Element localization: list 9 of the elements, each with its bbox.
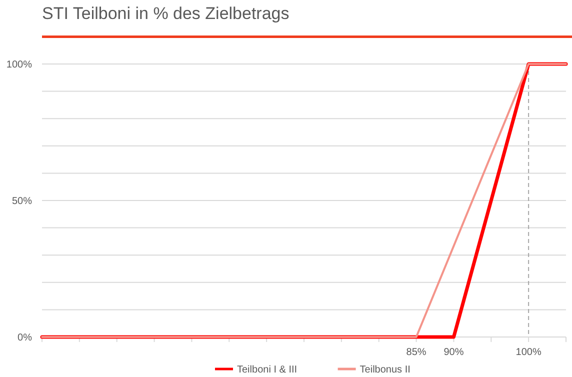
y-tick-label: 0% — [18, 332, 32, 344]
legend-label: Teilboni I & III — [237, 364, 298, 376]
chart-title: STI Teilboni in % des Zielbetrags — [42, 4, 290, 23]
y-tick-label: 50% — [12, 196, 32, 207]
x-tick-label: 90% — [444, 347, 464, 358]
y-tick-label: 100% — [6, 60, 32, 70]
legend-label: Teilbonus II — [360, 364, 410, 376]
x-tick-label: 100% — [516, 347, 542, 358]
x-tick-label: 85% — [406, 347, 426, 358]
